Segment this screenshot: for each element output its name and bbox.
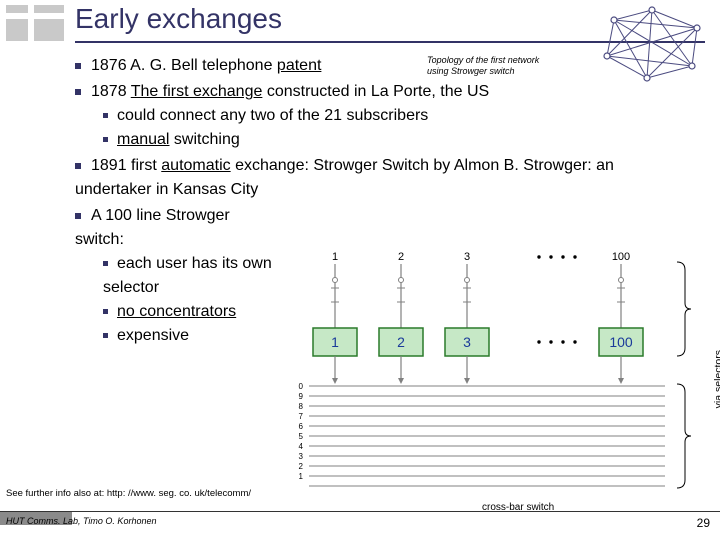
footer-text: HUT Comms. Lab, Timo O. Korhonen [6,516,156,526]
svg-text:100: 100 [612,252,630,263]
svg-text:6: 6 [299,422,304,431]
svg-text:0: 0 [299,382,304,391]
via-selectors-label: via selectors [712,350,720,408]
svg-text:4: 4 [299,442,304,451]
bullet-4-1: each user has its own selector [103,252,303,300]
svg-text:3: 3 [464,252,470,263]
bullet-3: 1891 first automatic exchange: Strowger … [75,154,645,202]
bullet-2-1: could connect any two of the 21 subscrib… [103,104,700,128]
svg-text:1: 1 [299,472,304,481]
bullet-4: A 100 line Strowger switch: each user ha… [75,204,280,348]
footer-line [0,511,720,512]
svg-text:100: 100 [609,334,633,350]
bullet-2: 1878 The first exchange constructed in L… [75,80,700,152]
svg-text:7: 7 [299,412,304,421]
svg-text:2: 2 [397,334,405,350]
bullet-1: 1876 A. G. Bell telephone patent [75,54,700,78]
page-title: Early exchanges [75,3,282,35]
strowger-diagram: 1122331001000987654321 [291,252,711,504]
bullet-4-2: no concentrators [103,300,303,324]
bullet-4-3: expensive [103,324,303,348]
svg-text:5: 5 [299,432,304,441]
svg-text:3: 3 [463,334,471,350]
bullet-2-2: manual switching [103,128,700,152]
decor-top [0,0,72,50]
svg-text:1: 1 [332,252,338,263]
page-number: 29 [697,516,710,530]
svg-text:2: 2 [299,462,304,471]
svg-text:2: 2 [398,252,404,263]
svg-text:9: 9 [299,392,304,401]
svg-text:3: 3 [299,452,304,461]
svg-text:8: 8 [299,402,304,411]
svg-text:1: 1 [331,334,339,350]
further-info: See further info also at: http: //www. s… [6,488,251,499]
